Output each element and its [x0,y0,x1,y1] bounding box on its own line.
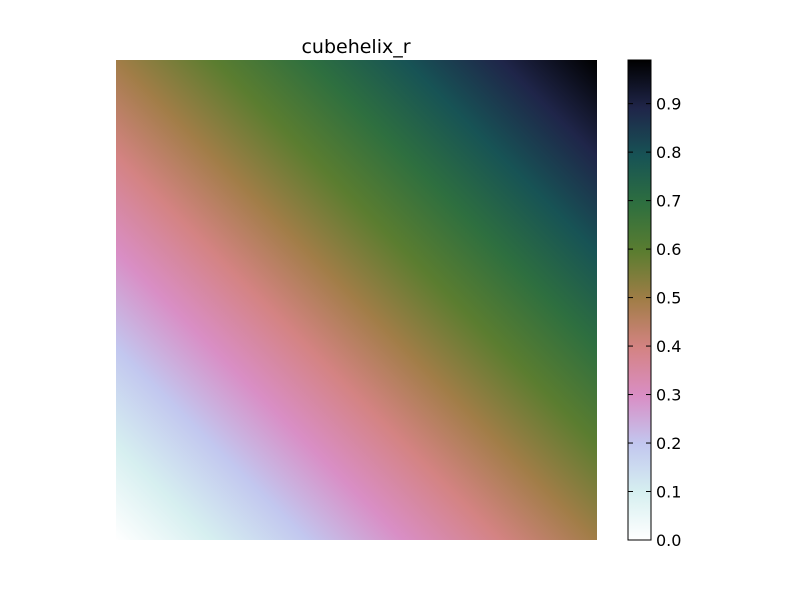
colorbar-tick-label: 0.6 [656,240,681,259]
chart-title: cubehelix_r [301,36,410,58]
colorbar-tick-label: 0.0 [656,531,681,550]
colorbar [628,60,651,540]
colorbar-tick-label: 0.5 [656,289,681,308]
colorbar-tick-label: 0.2 [656,434,681,453]
colorbar-tick-label: 0.1 [656,483,681,502]
heatmap-image [116,60,597,540]
colorbar-tick-label: 0.3 [656,386,681,405]
colorbar-tick-label: 0.7 [656,192,681,211]
colorbar-tick-label: 0.8 [656,143,681,162]
colorbar-ticks: 0.0 0.1 0.2 0.3 0.4 0.5 0.6 0.7 0.8 0.9 [628,95,681,550]
colorbar-frame [627,59,652,541]
colorbar-tick-label: 0.4 [656,337,681,356]
colorbar-tick-label: 0.9 [656,95,681,114]
